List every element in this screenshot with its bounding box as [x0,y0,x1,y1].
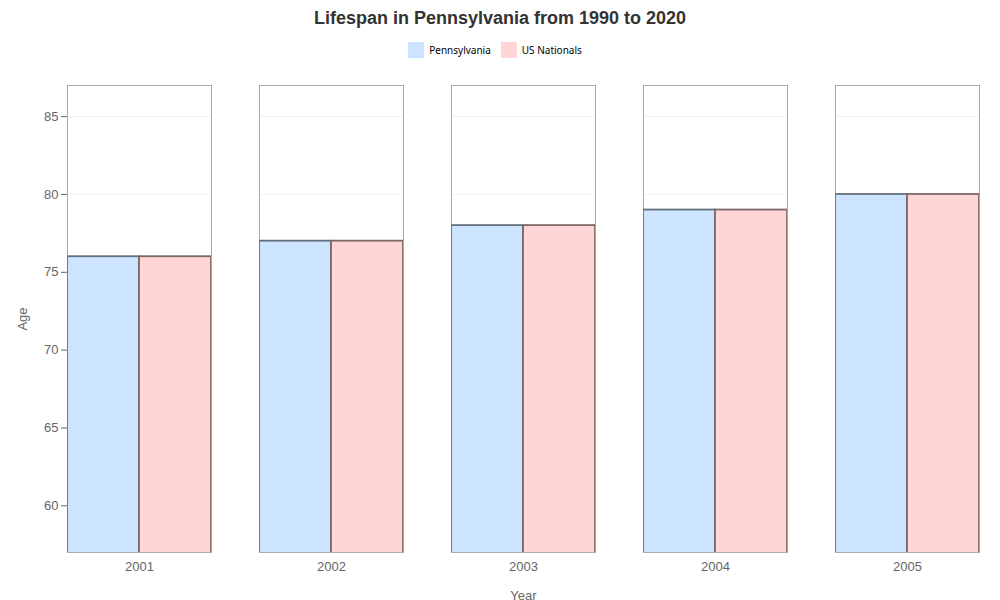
svg-text:2002: 2002 [317,559,346,574]
html-text:Lifespan in Pennsylvania from: Lifespan in Pennsylvania from 1990 to 20… [313,8,687,28]
svg-text:2004: 2004 [701,559,730,574]
svg-text:Age: Age [15,307,30,330]
svg-text:65: 65 [44,420,58,435]
svg-text:2005: 2005 [893,559,922,574]
svg-text:85: 85 [44,109,58,124]
svg-text:2001: 2001 [125,559,154,574]
html-text:US Nationals: US Nationals [521,42,582,57]
svg-text:Year: Year [510,588,537,600]
svg-text:2003: 2003 [509,559,538,574]
svg-text:75: 75 [44,264,58,279]
svg-text:60: 60 [44,498,58,513]
html-text:Pennsylvania: Pennsylvania [429,42,491,57]
svg-text:70: 70 [44,342,58,357]
svg-text:80: 80 [44,187,58,202]
